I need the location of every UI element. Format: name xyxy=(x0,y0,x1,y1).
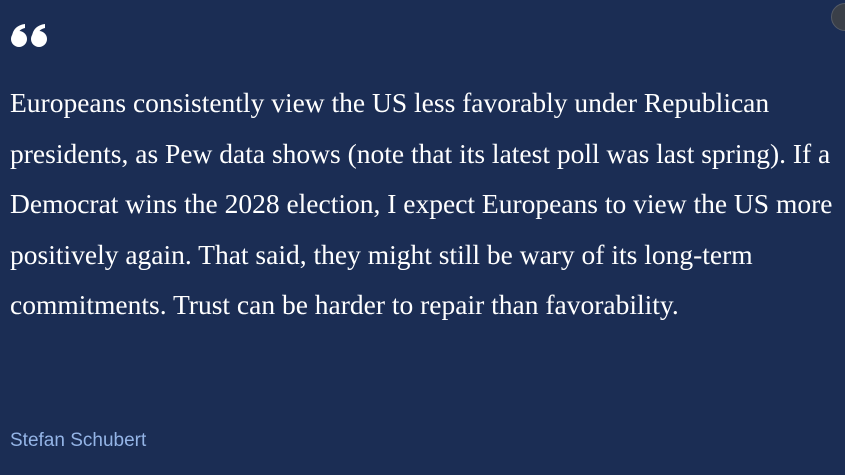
author-name[interactable]: Stefan Schubert xyxy=(10,430,147,451)
quote-icon xyxy=(11,24,47,47)
corner-button[interactable] xyxy=(831,3,845,31)
quote-text: Europeans consistently view the US less … xyxy=(10,87,833,320)
